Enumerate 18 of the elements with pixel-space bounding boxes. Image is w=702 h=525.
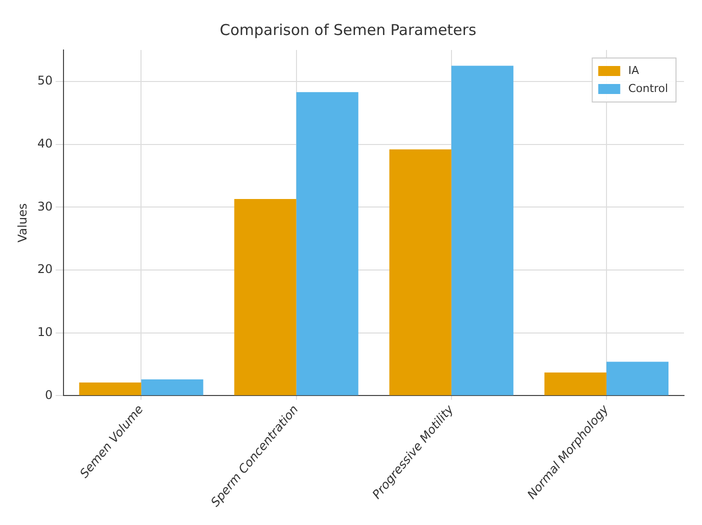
y-tick-label: 0	[45, 388, 53, 402]
bar	[79, 382, 142, 396]
bar	[296, 92, 358, 396]
chart-title: Comparison of Semen Parameters	[220, 20, 476, 39]
y-tick-label: 40	[37, 136, 53, 150]
y-tick-label: 20	[37, 262, 53, 276]
bar	[234, 198, 296, 396]
y-tick-label: 10	[37, 324, 53, 339]
legend-label: IA	[628, 64, 640, 77]
bar	[451, 66, 514, 396]
bar	[606, 362, 668, 396]
y-axis-title: Values	[15, 203, 30, 242]
bar	[544, 372, 606, 396]
legend-label: Control	[628, 82, 668, 95]
bar	[141, 379, 204, 396]
y-tick-label: 50	[37, 74, 53, 88]
bar	[389, 149, 452, 396]
y-tick-label: 30	[37, 199, 53, 214]
